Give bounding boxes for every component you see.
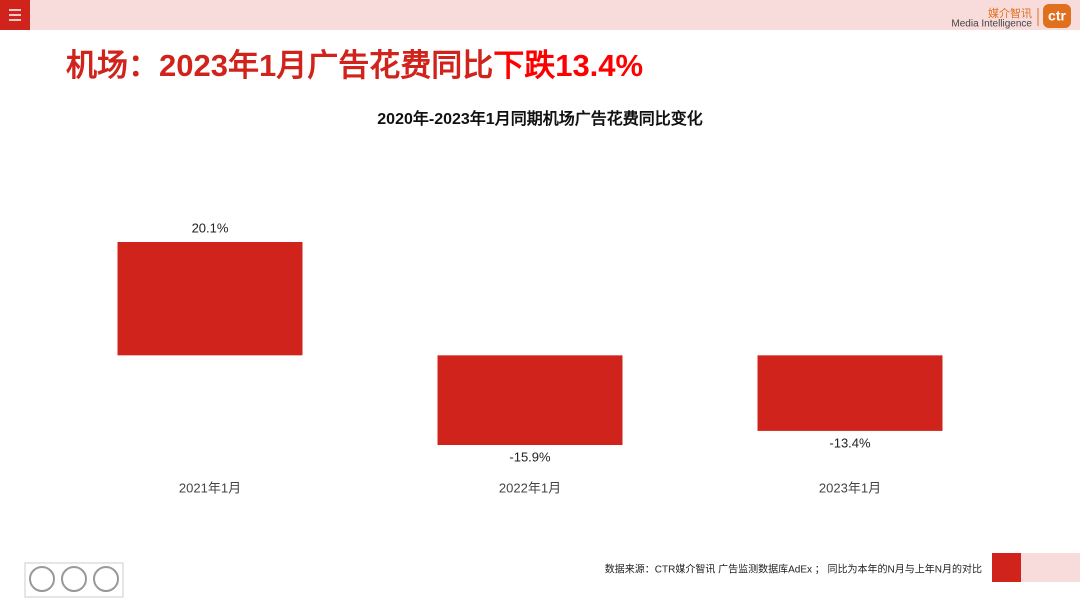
logo-badge xyxy=(1043,4,1071,28)
headline: 机场：2023年1月广告花费同比下跌13.4% xyxy=(66,48,643,83)
data-label: -15.9% xyxy=(509,449,551,464)
bar xyxy=(757,355,943,431)
bar xyxy=(437,355,623,445)
bar xyxy=(117,242,303,356)
x-tick-label: 2023年1月 xyxy=(819,480,881,495)
footer-band xyxy=(1021,553,1080,582)
plot: 20.1% 2021年1月 -15.9% 2022年1月 -13.4% 2023年1月 xyxy=(117,220,943,495)
logo-mark: ctr xyxy=(1048,8,1066,24)
source-note: 数据来源：CTR媒介智讯 广告监测数据库AdEx ； 同比为本年的N月与上年N月… xyxy=(605,563,982,576)
menu-icon xyxy=(9,9,21,21)
headline-prefix: 机场：2023年1月广告花费同比 xyxy=(66,48,493,83)
logo-cn: 媒介智讯 xyxy=(988,6,1032,20)
chart-title: 2020年-2023年1月同期机场广告花费同比变化 xyxy=(377,109,702,128)
certification-badges xyxy=(24,562,124,598)
x-tick-label: 2022年1月 xyxy=(499,480,561,495)
logo-en: Media Intelligence xyxy=(951,19,1032,30)
data-label: -13.4% xyxy=(829,435,871,450)
headline-highlight: 下跌13.4% xyxy=(493,48,643,83)
top-bar xyxy=(0,0,1080,30)
x-tick-label: 2021年1月 xyxy=(179,480,241,495)
footer-block xyxy=(992,553,1021,582)
data-label: 20.1% xyxy=(192,220,229,235)
